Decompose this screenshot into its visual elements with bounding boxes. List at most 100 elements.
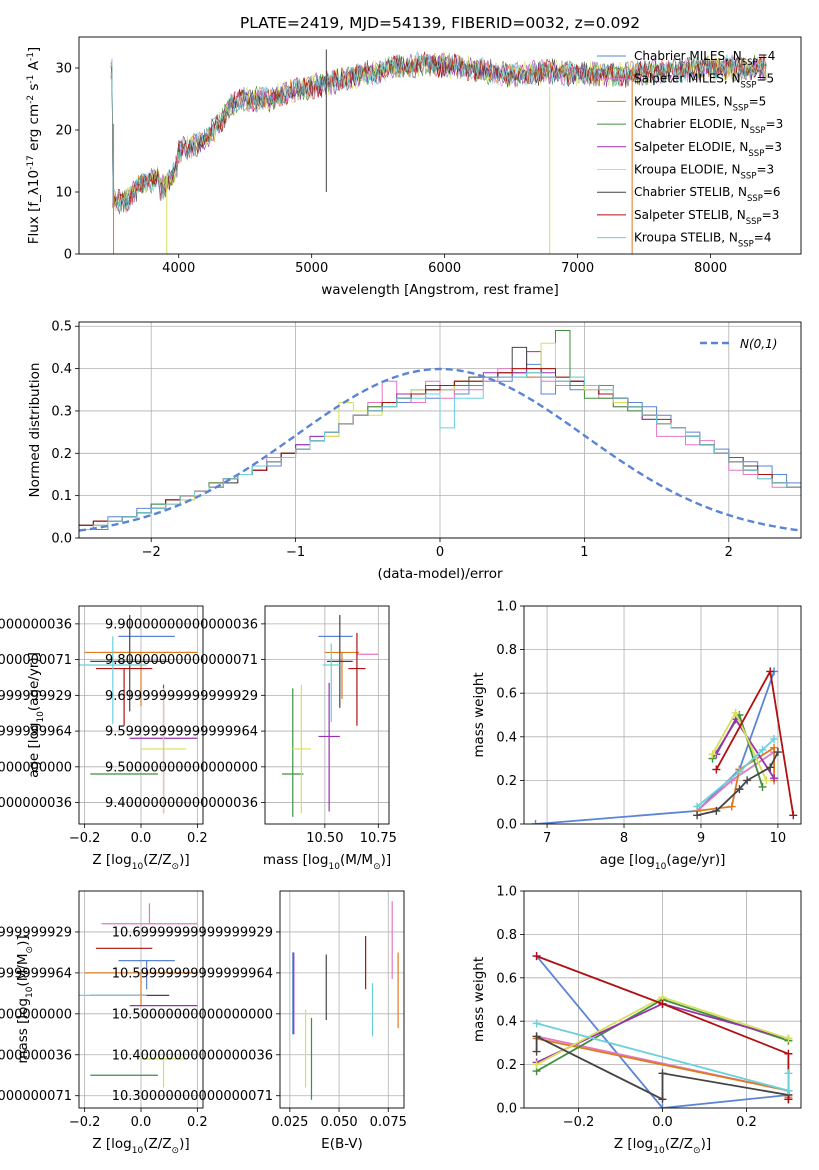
- y-tick-label: 9.40000000000000036: [0, 796, 72, 811]
- legend-entry: Kroupa MILES, NSSP=5: [634, 94, 766, 113]
- y-axis-label: Normed distribution: [27, 363, 43, 498]
- histogram-step: [79, 372, 801, 526]
- axes-frame: [523, 605, 802, 825]
- weight-line: [535, 955, 789, 1108]
- plus-marker: [789, 811, 798, 820]
- grid-lines: [79, 322, 801, 539]
- x-axis-label: mass [log10(M/M⊙)]: [263, 852, 391, 872]
- y-tick-label: 10.59999999999999964: [0, 966, 72, 981]
- plus-marker: [532, 1047, 541, 1056]
- legend-entry: Kroupa STELIB, NSSP=4: [634, 231, 772, 250]
- y-tick-label: 10.40000000000000036: [112, 1048, 273, 1063]
- plot-area: [79, 903, 198, 1088]
- panel-mass-vs-EBV: 0.025 0.050 0.075 10.30000000000000071 10.40…: [112, 890, 407, 1152]
- panel-age-vs-Z: −0.2 0.0 0.2 9.40000000000000036 9.500000000…: [0, 605, 208, 872]
- axes-frame: [78, 605, 204, 825]
- spectrum-line: [110, 50, 767, 213]
- plus-marker: [773, 748, 782, 757]
- y-tick-label: 9.50000000000000000: [105, 760, 258, 775]
- legend-entry: N(0,1): [740, 337, 777, 351]
- y-tick-label: 10.69999999999999929: [0, 925, 72, 940]
- y-tick-label: 0.8: [496, 928, 517, 943]
- x-axis-label: Z [log10(Z/Z⊙)]: [92, 852, 189, 872]
- x-tick-label: 7000: [561, 261, 594, 276]
- plus-marker: [693, 811, 702, 820]
- y-tick-label: 9.59999999999999964: [105, 725, 258, 740]
- plus-marker: [770, 774, 779, 783]
- x-tick-label: 0: [436, 545, 444, 560]
- y-tick-label: 0: [64, 248, 72, 263]
- y-tick-label: 0.0: [496, 1102, 517, 1117]
- plot-area: [110, 49, 767, 254]
- x-axis-label: wavelength [Angstrom, rest frame]: [321, 282, 559, 298]
- spectrum-line: [110, 54, 767, 209]
- axes-frame: [279, 890, 405, 1109]
- legend-entry: Chabrier MILES, NSSP=4: [634, 49, 775, 68]
- plus-marker: [766, 667, 775, 676]
- legend-entry: Salpeter ELODIE, NSSP=3: [634, 140, 782, 159]
- grid-lines: [265, 606, 389, 824]
- y-tick-label: 10.30000000000000071: [0, 1089, 72, 1104]
- plus-marker: [758, 745, 767, 754]
- axes-frame: [523, 890, 802, 1109]
- y-axis-label: mass weight: [471, 672, 487, 757]
- x-tick-label: 1: [580, 545, 588, 560]
- y-tick-label: 0.0: [496, 818, 517, 833]
- y-tick-label: 0.6: [496, 971, 517, 986]
- plus-marker: [784, 1069, 793, 1078]
- y-tick-label: 1.0: [496, 600, 517, 615]
- plot-area: [292, 901, 399, 1100]
- plus-marker: [770, 743, 779, 752]
- y-tick-label: 0.4: [496, 730, 517, 745]
- axes-frame: [78, 321, 802, 539]
- plus-marker: [658, 1095, 667, 1104]
- weight-line: [696, 751, 779, 817]
- x-tick-label: −0.2: [563, 1115, 595, 1130]
- y-tick-label: 9.59999999999999964: [0, 725, 72, 740]
- y-tick-label: 9.90000000000000036: [0, 617, 72, 632]
- x-tick-label: 0.2: [187, 831, 208, 846]
- plus-marker: [766, 763, 775, 772]
- axes-frame: [78, 36, 802, 255]
- plus-marker: [758, 782, 767, 791]
- figure-title: PLATE=2419, MJD=54139, FIBERID=0032, z=0…: [240, 14, 640, 32]
- plot-area: [531, 667, 798, 824]
- weight-line: [696, 738, 775, 808]
- x-tick-label: −0.2: [69, 1115, 101, 1130]
- legend-entry: Chabrier STELIB, NSSP=6: [634, 185, 781, 204]
- y-tick-label: 9.40000000000000036: [105, 796, 258, 811]
- y-tick-label: 0.1: [51, 489, 72, 504]
- x-tick-label: 7: [543, 831, 551, 846]
- axes-frame: [78, 890, 204, 1109]
- plus-marker: [712, 765, 721, 774]
- plus-marker: [532, 1032, 541, 1041]
- y-axis-label: age [log10(age/yr)]: [26, 652, 46, 778]
- x-tick-label: 8000: [694, 261, 727, 276]
- panel-mass-vs-Z: −0.2 0.0 0.2 10.30000000000000071 10.4000000…: [0, 890, 208, 1156]
- x-axis-label: E(B-V): [321, 1136, 363, 1152]
- y-tick-label: 10.30000000000000071: [112, 1089, 273, 1104]
- x-tick-label: 0.075: [370, 1115, 407, 1130]
- x-tick-label: 8: [620, 831, 628, 846]
- y-tick-label: 9.80000000000000071: [0, 653, 72, 668]
- y-axis-label: mass weight: [471, 957, 487, 1042]
- plus-marker: [770, 734, 779, 743]
- x-tick-label: −2: [142, 545, 161, 560]
- x-tick-label: 4000: [162, 261, 195, 276]
- x-tick-label: −1: [286, 545, 305, 560]
- legend-entry: Kroupa ELODIE, NSSP=3: [634, 163, 774, 182]
- y-axis-label: mass [log10(M/M⊙)]: [15, 935, 35, 1063]
- plus-marker: [784, 1086, 793, 1095]
- y-tick-label: 0.6: [496, 687, 517, 702]
- y-tick-label: 1.0: [496, 885, 517, 900]
- histogram-step: [79, 368, 801, 526]
- plus-marker: [531, 820, 540, 824]
- plus-marker: [532, 1060, 541, 1069]
- histogram-step: [79, 372, 801, 530]
- plus-marker: [731, 708, 740, 717]
- y-tick-label: 20: [55, 124, 72, 139]
- plus-marker: [532, 1019, 541, 1028]
- x-tick-label: 2: [725, 545, 733, 560]
- x-tick-label: 0.050: [320, 1115, 357, 1130]
- y-tick-label: 0.0: [51, 532, 72, 547]
